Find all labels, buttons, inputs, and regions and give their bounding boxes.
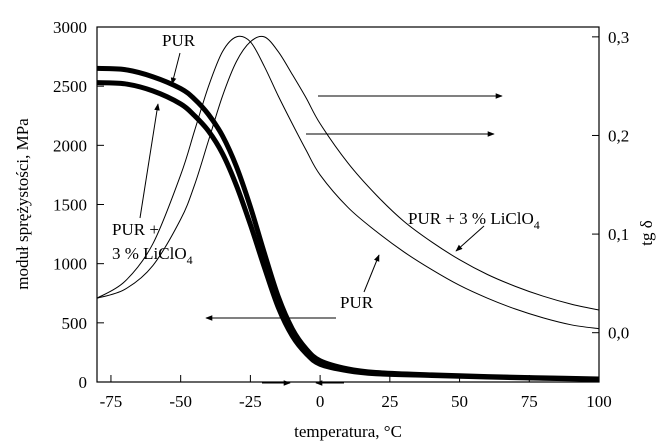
x-tick-label: 75 [521, 392, 538, 411]
y-right-tick-label: 0,0 [608, 324, 629, 343]
y-left-tick-label: 2500 [53, 77, 87, 96]
series-line-tand-pur-licl [96, 35, 600, 311]
x-tick-label: 0 [316, 392, 325, 411]
x-tick-label: 100 [586, 392, 612, 411]
y-left-axis-title: moduł sprężystości, MPa [13, 118, 32, 290]
label-pur-licl-left-text: 3 % LiClO [112, 244, 187, 263]
y-left-tick-label: 1500 [53, 196, 87, 215]
arrow-pur-top [170, 52, 181, 85]
label-pur-licl-right-sub: 4 [534, 218, 540, 232]
label-pur-bottom: PUR [340, 293, 374, 312]
label-pur-licl-left-line2: 3 % LiClO4 [112, 244, 193, 267]
y-right-tick-label: 0,3 [608, 28, 629, 47]
x-tick-label: -25 [239, 392, 262, 411]
series-line-tand-pur [96, 35, 600, 330]
y-right-tick-label: 0,1 [608, 225, 629, 244]
x-tick-label: -75 [100, 392, 123, 411]
y-left-tick-label: 3000 [53, 18, 87, 37]
y-left-tick-label: 0 [79, 373, 88, 392]
x-tick-label: 50 [451, 392, 468, 411]
y-right-axis-title: tg δ [637, 220, 656, 245]
label-pur-licl-left-sub: 4 [187, 253, 193, 267]
series-line-modulus-pur-licl [96, 80, 600, 382]
x-tick-label: 25 [381, 392, 398, 411]
label-pur-licl-right: PUR + 3 % LiClO4 [408, 209, 540, 232]
y-right-tick-label: 0,2 [608, 126, 629, 145]
label-pur-licl-left-line1: PUR + [112, 220, 159, 239]
arrow-pur-licl-right [455, 225, 485, 252]
y-left-tick-label: 500 [62, 314, 88, 333]
plot-area [96, 26, 600, 383]
x-tick-label: -50 [169, 392, 192, 411]
y-left-tick-label: 2000 [53, 136, 87, 155]
arrow-pur-licl-left [139, 103, 160, 219]
arrow-pur-bottom [363, 254, 380, 293]
series-group [96, 35, 600, 382]
axis-ticks: -75 -50 -25 0 25 50 75 100050010001500200025003… [53, 18, 629, 411]
x-axis-title: temperatura, °C [294, 422, 402, 441]
y-left-tick-label: 1000 [53, 255, 87, 274]
label-pur-licl-right-text: PUR + 3 % LiClO [408, 209, 534, 228]
label-pur-top: PUR [162, 31, 196, 50]
